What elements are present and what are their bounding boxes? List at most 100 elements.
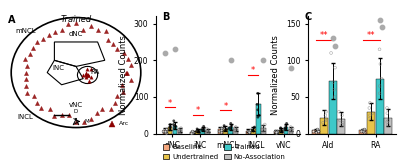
Text: M: M	[85, 119, 89, 124]
Point	[379, 26, 385, 29]
Point	[204, 128, 210, 130]
Point	[339, 124, 345, 126]
Point	[367, 114, 373, 117]
Point	[260, 59, 266, 62]
Text: lNCL: lNCL	[18, 114, 34, 120]
Text: Trained: Trained	[60, 15, 92, 24]
Bar	[359, 130, 367, 134]
Point	[328, 52, 334, 54]
Bar	[274, 131, 278, 134]
Text: dNC: dNC	[69, 31, 83, 37]
Point	[199, 128, 206, 131]
Point	[246, 131, 252, 133]
Bar	[172, 126, 177, 134]
Point	[322, 119, 329, 122]
Point	[162, 131, 169, 134]
Point	[273, 131, 280, 134]
Text: *: *	[196, 106, 200, 116]
Point	[217, 127, 224, 129]
Point	[190, 131, 197, 133]
Point	[162, 131, 168, 133]
Point	[221, 126, 228, 128]
Text: B: B	[162, 12, 170, 22]
Point	[254, 103, 260, 106]
Point	[290, 127, 296, 130]
Bar	[168, 127, 172, 134]
Point	[196, 130, 202, 132]
Bar	[320, 118, 328, 134]
Bar	[337, 119, 345, 134]
Point	[170, 119, 177, 122]
Point	[367, 102, 373, 104]
Point	[232, 127, 238, 129]
Point	[228, 122, 234, 125]
Point	[167, 125, 173, 128]
Point	[330, 81, 336, 84]
Point	[188, 131, 195, 133]
Bar	[376, 79, 384, 134]
Point	[205, 130, 211, 133]
Point	[178, 129, 184, 132]
Bar	[162, 130, 167, 134]
Bar	[284, 127, 288, 134]
Point	[218, 129, 225, 131]
Point	[246, 131, 252, 133]
Point	[256, 114, 262, 117]
Point	[282, 126, 289, 129]
Point	[255, 8, 262, 10]
Legend: Baseline, Undertrained, Trained, No-Association: Baseline, Undertrained, Trained, No-Asso…	[160, 142, 288, 163]
Point	[255, 92, 261, 95]
Text: vNC: vNC	[69, 102, 83, 108]
Text: D: D	[74, 109, 78, 114]
Point	[251, 126, 258, 128]
Bar	[195, 131, 200, 134]
Point	[188, 131, 195, 134]
Point	[200, 125, 207, 128]
Point	[313, 131, 320, 133]
Point	[376, 48, 383, 51]
Point	[322, 114, 328, 117]
Text: iNC: iNC	[53, 65, 65, 71]
Point	[332, 66, 338, 69]
Point	[162, 52, 168, 54]
Point	[376, 19, 383, 21]
Point	[205, 131, 211, 133]
Point	[366, 118, 372, 120]
Bar	[228, 127, 233, 134]
Point	[201, 127, 207, 129]
Text: A: A	[8, 15, 16, 25]
Point	[226, 127, 232, 130]
Point	[189, 132, 195, 134]
Point	[366, 107, 372, 109]
Point	[250, 129, 256, 132]
Text: Arc: Arc	[119, 121, 130, 126]
Point	[385, 124, 391, 126]
Point	[172, 125, 179, 128]
Point	[376, 85, 383, 87]
Point	[262, 123, 268, 126]
Point	[250, 130, 257, 132]
Point	[274, 129, 280, 132]
Point	[322, 118, 329, 120]
Point	[171, 124, 178, 127]
Point	[377, 63, 384, 65]
Point	[288, 130, 294, 133]
Point	[167, 127, 173, 129]
Point	[331, 88, 337, 91]
Point	[223, 128, 230, 131]
Point	[193, 130, 200, 133]
Text: C: C	[304, 12, 311, 22]
Point	[194, 129, 201, 131]
Point	[232, 129, 238, 132]
Point	[232, 126, 239, 128]
Bar	[178, 130, 182, 134]
Point	[272, 131, 279, 133]
Point	[384, 107, 390, 109]
Point	[204, 129, 211, 131]
Point	[162, 130, 168, 132]
Point	[314, 128, 321, 131]
Point	[360, 131, 367, 133]
Bar	[261, 128, 266, 134]
Point	[360, 130, 366, 133]
Point	[310, 129, 317, 132]
